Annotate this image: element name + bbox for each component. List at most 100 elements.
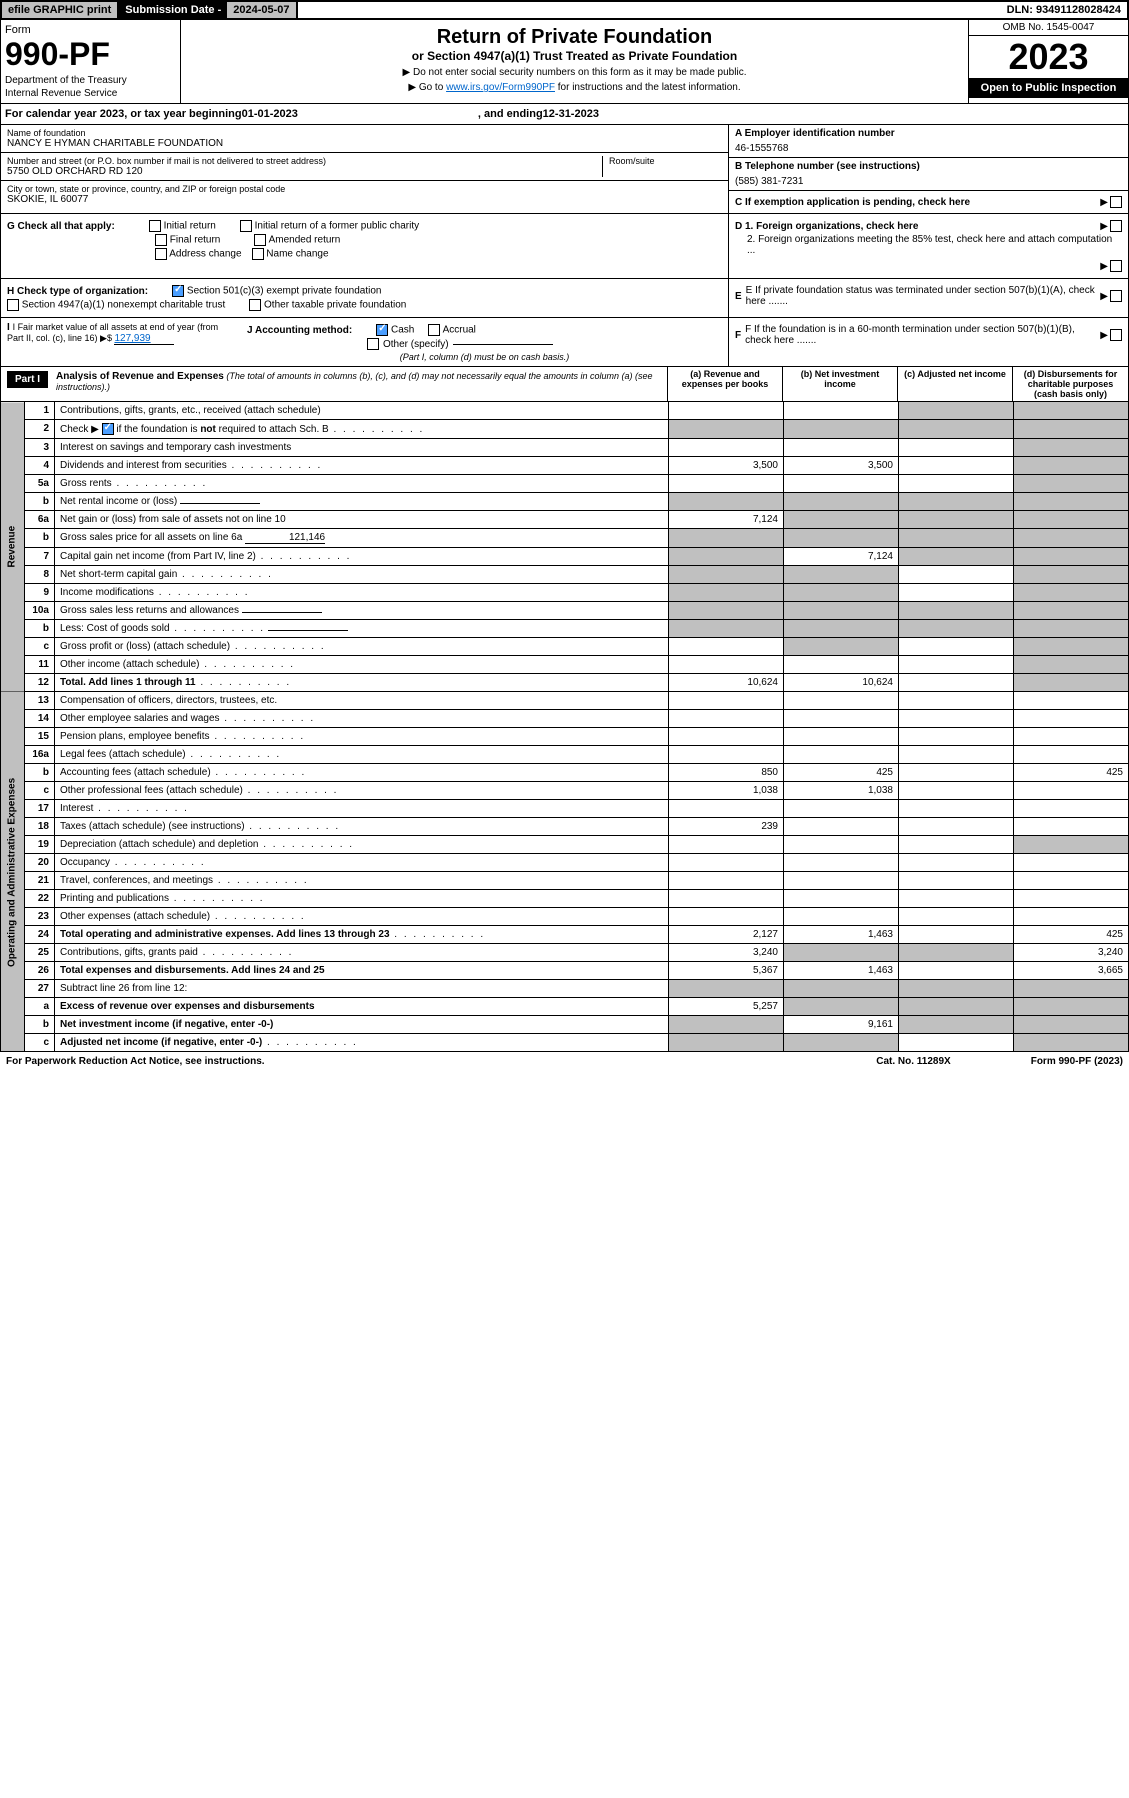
cell-dd (1014, 620, 1129, 638)
cell-c (899, 548, 1014, 566)
cell-a (669, 800, 784, 818)
cell-b (784, 602, 899, 620)
cell-dd (1014, 782, 1129, 800)
cb-cash[interactable] (376, 324, 388, 336)
cell-a (669, 656, 784, 674)
cell-c (899, 439, 1014, 457)
row-number: b (25, 764, 55, 782)
row-number: b (25, 529, 55, 548)
row-number: 2 (25, 420, 55, 439)
opt-other-tax: Other taxable private foundation (264, 300, 406, 311)
name-label: Name of foundation (7, 128, 722, 138)
cb-other-method[interactable] (367, 338, 379, 350)
cb-initial-return[interactable] (149, 220, 161, 232)
row-number: 7 (25, 548, 55, 566)
cb-amended[interactable] (254, 234, 266, 246)
cell-c (899, 457, 1014, 475)
side-revenue: Revenue (1, 402, 25, 692)
row-desc: Income modifications (55, 584, 669, 602)
row-number: 1 (25, 402, 55, 420)
d1-checkbox[interactable] (1110, 220, 1122, 232)
cell-c (899, 800, 1014, 818)
table-row: 16aLegal fees (attach schedule) (1, 746, 1129, 764)
cell-dd (1014, 800, 1129, 818)
table-row: cOther professional fees (attach schedul… (1, 782, 1129, 800)
cell-b (784, 511, 899, 529)
c-checkbox[interactable] (1110, 196, 1122, 208)
footer-mid: Cat. No. 11289X (876, 1056, 950, 1067)
cell-c (899, 836, 1014, 854)
row-desc: Net gain or (loss) from sale of assets n… (55, 511, 669, 529)
row-desc: Contributions, gifts, grants, etc., rece… (55, 402, 669, 420)
h-label: H Check type of organization: (7, 286, 148, 297)
cb-other-taxable[interactable] (249, 299, 261, 311)
table-row: cAdjusted net income (if negative, enter… (1, 1034, 1129, 1052)
row-number: 5a (25, 475, 55, 493)
cb-501c3[interactable] (172, 285, 184, 297)
f-label: F If the foundation is in a 60-month ter… (745, 324, 1096, 346)
d2-checkbox[interactable] (1110, 260, 1122, 272)
table-row: 24Total operating and administrative exp… (1, 926, 1129, 944)
cell-dd: 3,240 (1014, 944, 1129, 962)
cb-final[interactable] (155, 234, 167, 246)
cell-dd (1014, 836, 1129, 854)
cell-b (784, 692, 899, 710)
row-number: 4 (25, 457, 55, 475)
cell-b (784, 475, 899, 493)
cb-name[interactable] (252, 248, 264, 260)
cell-dd (1014, 548, 1129, 566)
cell-dd (1014, 529, 1129, 548)
cell-a (669, 836, 784, 854)
cb-address[interactable] (155, 248, 167, 260)
other-specify-line[interactable] (453, 344, 553, 345)
info-grid: Name of foundation NANCY E HYMAN CHARITA… (0, 125, 1129, 214)
cell-c (899, 638, 1014, 656)
cell-c (899, 872, 1014, 890)
cell-c (899, 944, 1014, 962)
row-number: 11 (25, 656, 55, 674)
cell-b: 1,463 (784, 962, 899, 980)
cell-a (669, 728, 784, 746)
instr-link[interactable]: www.irs.gov/Form990PF (446, 82, 555, 93)
table-row: 18Taxes (attach schedule) (see instructi… (1, 818, 1129, 836)
row-number: 14 (25, 710, 55, 728)
row-number: c (25, 1034, 55, 1052)
cell-c (899, 890, 1014, 908)
cell-dd (1014, 728, 1129, 746)
cell-c (899, 926, 1014, 944)
i-text: I Fair market value of all assets at end… (7, 322, 218, 343)
cell-a (669, 584, 784, 602)
city-state-zip: SKOKIE, IL 60077 (7, 194, 722, 205)
city-label: City or town, state or province, country… (7, 184, 722, 194)
main-table: Revenue1Contributions, gifts, grants, et… (0, 402, 1129, 1052)
cell-c (899, 1034, 1014, 1052)
cell-c (899, 782, 1014, 800)
cell-a: 5,257 (669, 998, 784, 1016)
cell-a (669, 420, 784, 439)
cb-4947[interactable] (7, 299, 19, 311)
row-number: b (25, 493, 55, 511)
table-row: 7Capital gain net income (from Part IV, … (1, 548, 1129, 566)
table-row: 11Other income (attach schedule) (1, 656, 1129, 674)
cell-dd (1014, 1016, 1129, 1034)
cb-accrual[interactable] (428, 324, 440, 336)
f-checkbox[interactable] (1110, 329, 1122, 341)
cell-c (899, 620, 1014, 638)
cell-b: 425 (784, 764, 899, 782)
cell-b (784, 746, 899, 764)
row-desc: Legal fees (attach schedule) (55, 746, 669, 764)
row-desc: Interest (55, 800, 669, 818)
cb-initial-former[interactable] (240, 220, 252, 232)
part1-header-row: Part I Analysis of Revenue and Expenses … (0, 367, 1129, 402)
efile-label[interactable]: efile GRAPHIC print (2, 2, 119, 18)
table-row: 4Dividends and interest from securities3… (1, 457, 1129, 475)
row-desc: Other professional fees (attach schedule… (55, 782, 669, 800)
calyear-begin: 01-01-2023 (242, 108, 298, 120)
cell-a (669, 872, 784, 890)
calyear-prefix: For calendar year 2023, or tax year begi… (5, 108, 242, 120)
e-checkbox[interactable] (1110, 290, 1122, 302)
i-value[interactable]: 127,939 (114, 333, 174, 345)
row-desc: Gross sales price for all assets on line… (55, 529, 669, 548)
cell-dd: 425 (1014, 764, 1129, 782)
row-number: 27 (25, 980, 55, 998)
